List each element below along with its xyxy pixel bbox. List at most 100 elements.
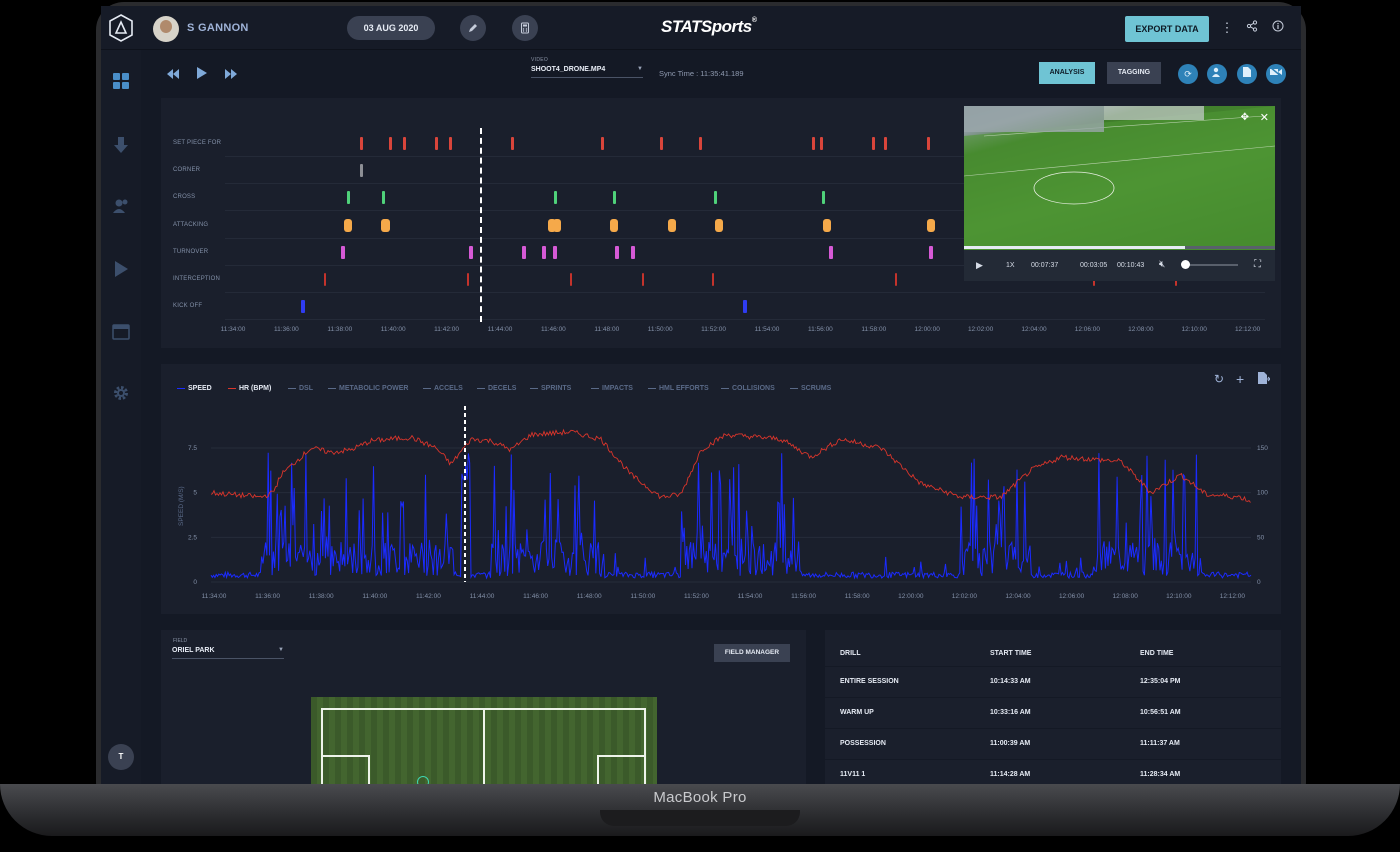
event-tick[interactable] (382, 219, 390, 232)
event-tick[interactable] (324, 273, 326, 286)
event-tick[interactable] (822, 191, 825, 204)
document-icon[interactable] (1237, 64, 1257, 84)
event-tick[interactable] (613, 191, 616, 204)
event-tick[interactable] (570, 273, 572, 286)
more-vertical-icon[interactable]: ⋮ (1220, 20, 1234, 35)
export-file-icon[interactable] (1258, 372, 1271, 387)
play-button[interactable] (197, 67, 207, 82)
event-tick[interactable] (511, 137, 514, 150)
event-tick[interactable] (467, 273, 469, 286)
speed-hr-chart[interactable]: 7.5 150 5 100 2.5 50 0 0 SPEED (M/S) 11:34:00 11:3… (161, 396, 1281, 614)
event-tick[interactable] (389, 137, 392, 150)
table-row[interactable]: 11V11 1 11:14:28 AM 11:28:34 AM (825, 759, 1281, 790)
speed-series-line[interactable] (210, 452, 1252, 580)
event-tick[interactable] (929, 246, 933, 259)
legend-item[interactable]: SPRINTS (530, 385, 571, 392)
info-icon[interactable] (1270, 20, 1286, 36)
user-name[interactable]: S GANNON (187, 22, 249, 34)
calculator-button[interactable] (512, 15, 538, 41)
event-tick[interactable] (699, 137, 702, 150)
event-tick[interactable] (642, 273, 644, 286)
event-tick[interactable] (615, 246, 619, 259)
legend-item[interactable]: METABOLIC POWER (328, 385, 408, 392)
user-settings-icon[interactable] (1207, 64, 1227, 84)
field-select[interactable]: ORIEL PARK ▼ (172, 647, 284, 659)
dashboard-icon[interactable] (111, 72, 131, 92)
event-tick[interactable] (927, 137, 930, 150)
event-tick[interactable] (554, 191, 557, 204)
tagging-button[interactable]: TAGGING (1107, 62, 1161, 84)
field-manager-button[interactable]: FIELD MANAGER (714, 644, 790, 662)
video-select[interactable]: SHOOT4_DRONE.MP4 ▼ (531, 66, 643, 78)
play-icon[interactable] (111, 260, 131, 280)
timeline-playhead[interactable] (480, 128, 482, 322)
legend-item[interactable]: HR (BPM) (228, 385, 271, 392)
event-tick[interactable] (631, 246, 635, 259)
legend-item[interactable]: SCRUMS (790, 385, 831, 392)
event-tick[interactable] (812, 137, 815, 150)
fullscreen-icon[interactable]: ⛶ (1254, 259, 1261, 270)
event-tick[interactable] (360, 164, 363, 177)
close-icon[interactable]: ✕ (1259, 112, 1269, 124)
event-tick[interactable] (344, 219, 352, 232)
drill-header[interactable]: DRILL (840, 650, 861, 657)
download-icon[interactable] (111, 136, 131, 156)
video-off-icon[interactable] (1266, 64, 1286, 84)
export-data-button[interactable]: EXPORT DATA (1125, 16, 1209, 42)
pitch-map[interactable] (311, 697, 657, 784)
volume-slider[interactable] (1181, 260, 1238, 269)
event-tick[interactable] (469, 246, 473, 259)
share-icon[interactable] (1244, 20, 1260, 36)
legend-item[interactable]: DSL (288, 385, 313, 392)
event-tick[interactable] (553, 219, 561, 232)
user-initial-avatar[interactable]: T (108, 744, 134, 770)
event-tick[interactable] (660, 137, 663, 150)
event-tick[interactable] (542, 246, 546, 259)
event-tick[interactable] (449, 137, 452, 150)
date-picker-button[interactable]: 03 AUG 2020 (347, 16, 435, 40)
video-play-icon[interactable]: ▶ (976, 260, 983, 270)
add-icon[interactable]: + (1236, 371, 1245, 387)
legend-item[interactable]: IMPACTS (591, 385, 633, 392)
event-tick[interactable] (610, 219, 618, 232)
playback-speed[interactable]: 1X (1006, 262, 1015, 269)
event-tick[interactable] (829, 246, 833, 259)
event-tick[interactable] (301, 300, 305, 313)
volume-knob[interactable] (1181, 260, 1190, 269)
event-tick[interactable] (895, 273, 897, 286)
end-time-header[interactable]: END TIME (1140, 650, 1174, 657)
users-icon[interactable] (111, 198, 131, 218)
calendar-icon[interactable] (111, 322, 131, 342)
legend-item[interactable]: SPEED (177, 385, 212, 392)
hr-series-line[interactable] (210, 428, 1251, 503)
event-tick[interactable] (435, 137, 438, 150)
table-row[interactable]: POSSESSION 11:00:39 AM 11:11:37 AM (825, 728, 1281, 759)
event-tick[interactable] (743, 300, 747, 313)
edit-button[interactable] (460, 15, 486, 41)
app-logo-icon[interactable] (109, 14, 133, 42)
event-tick[interactable] (548, 219, 556, 232)
event-tick[interactable] (341, 246, 345, 259)
legend-item[interactable]: HML EFFORTS (648, 385, 709, 392)
settings-gear-icon[interactable] (111, 384, 131, 404)
avatar[interactable] (153, 16, 179, 42)
legend-item[interactable]: ACCELS (423, 385, 463, 392)
event-tick[interactable] (884, 137, 887, 150)
event-tick[interactable] (715, 219, 723, 232)
event-tick[interactable] (522, 246, 526, 259)
mute-icon[interactable]: 🔇︎ (1159, 259, 1166, 270)
refresh-icon[interactable]: ⟳ (1178, 64, 1198, 84)
legend-item[interactable]: COLLISIONS (721, 385, 775, 392)
player-position-marker[interactable] (417, 776, 429, 784)
event-tick[interactable] (820, 137, 823, 150)
refresh-chart-icon[interactable]: ↻ (1214, 372, 1225, 386)
event-tick[interactable] (712, 273, 714, 286)
event-tick[interactable] (347, 191, 350, 204)
table-row[interactable]: ENTIRE SESSION 10:14:33 AM 12:35:04 PM (825, 666, 1281, 697)
analysis-button[interactable]: ANALYSIS (1039, 62, 1095, 84)
event-tick[interactable] (872, 137, 875, 150)
event-tick[interactable] (714, 191, 717, 204)
fast-forward-icon[interactable] (225, 68, 237, 82)
event-tick[interactable] (601, 137, 604, 150)
video-player[interactable]: ✥ ✕ ▶ 1X 00:07:37 00:03:05 00:10:43 🔇︎ ⛶ (964, 106, 1275, 281)
